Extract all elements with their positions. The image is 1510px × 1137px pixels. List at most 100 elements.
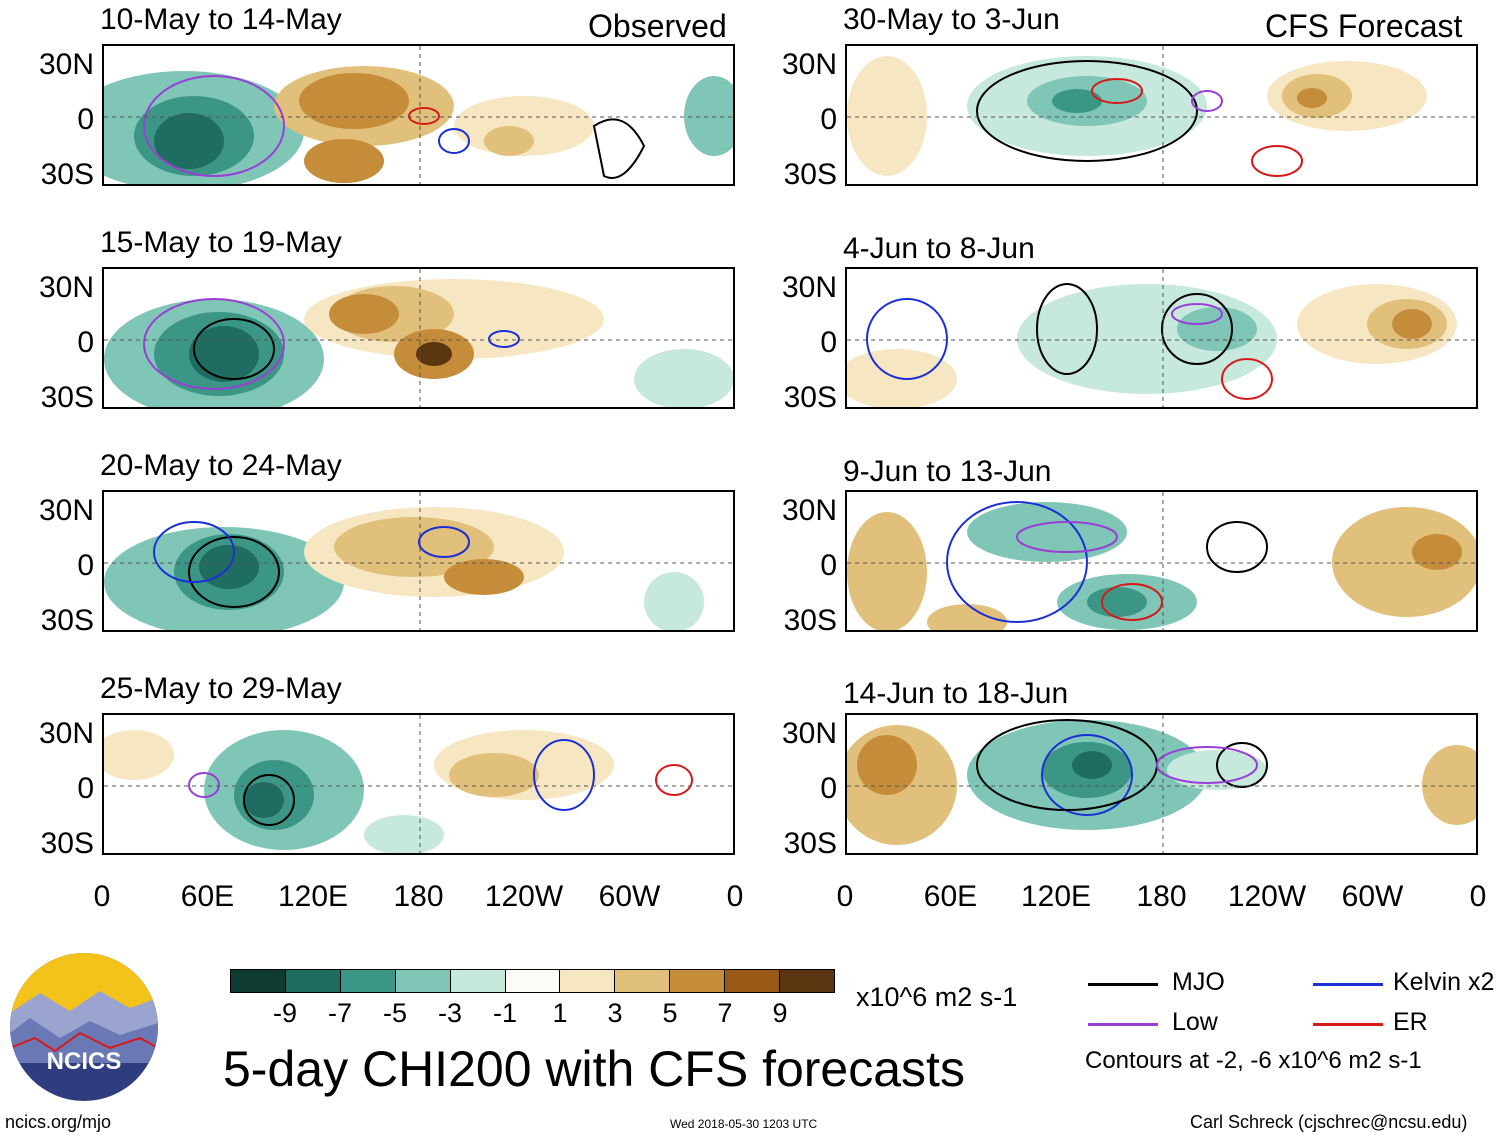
lat-label-fc-1-2: 30S (783, 158, 837, 191)
fc-lon-label-2: 120E (1020, 880, 1092, 913)
map-panel-fc-4 (845, 713, 1478, 855)
legend-mjo-line (1088, 983, 1158, 986)
map-fc-1 (847, 46, 1476, 184)
panel-title-fc-3: 9-Jun to 13-Jun (843, 455, 1052, 488)
lat-label-obs-1-1: 0 (77, 103, 94, 136)
lat-label-fc-1-0: 30N (781, 48, 837, 81)
map-panel-fc-2 (845, 267, 1478, 409)
lat-label-fc-4-0: 30N (781, 717, 837, 750)
lat-label-obs-4-1: 0 (77, 772, 94, 805)
lat-label-obs-1-2: 30S (40, 158, 94, 191)
lat-label-obs-3-2: 30S (40, 604, 94, 637)
legend-er-label: ER (1393, 1008, 1428, 1036)
colorbar-tick-5: 1 (552, 998, 568, 1028)
colorbar (230, 969, 835, 993)
colorbar-swatch-3 (395, 970, 451, 992)
map-fc-3 (847, 492, 1476, 630)
lat-label-obs-4-0: 30N (38, 717, 94, 750)
logo-text: NCICS (46, 1048, 122, 1075)
map-obs-2 (104, 269, 733, 407)
lat-label-obs-2-2: 30S (40, 381, 94, 414)
panel-title-obs-2: 15-May to 19-May (100, 226, 342, 259)
map-obs-1 (104, 46, 733, 184)
legend-low-line (1088, 1023, 1158, 1026)
panel-title-obs-4: 25-May to 29-May (100, 672, 342, 705)
colorbar-tick-2: -5 (382, 998, 408, 1028)
lat-label-obs-3-0: 30N (38, 494, 94, 527)
legend-kelvin-label: Kelvin x2 (1393, 968, 1495, 996)
lat-label-obs-1-0: 30N (38, 48, 94, 81)
fc-lon-label-1: 60E (923, 880, 978, 913)
map-panel-obs-2 (102, 267, 735, 409)
colorbar-tick-4: -1 (492, 998, 518, 1028)
main-title: 5-day CHI200 with CFS forecasts (223, 1041, 965, 1097)
colorbar-swatch-1 (285, 970, 341, 992)
colorbar-tick-6: 3 (607, 998, 623, 1028)
colorbar-tick-7: 5 (662, 998, 678, 1028)
map-panel-fc-1 (845, 44, 1478, 186)
legend-mjo-label: MJO (1172, 968, 1225, 996)
colorbar-tick-8: 7 (717, 998, 733, 1028)
colorbar-tick-0: -9 (272, 998, 298, 1028)
lat-label-obs-2-0: 30N (38, 271, 94, 304)
colorbar-tick-1: -7 (327, 998, 353, 1028)
legend-kelvin-line (1313, 983, 1383, 986)
fc-lon-label-4: 120W (1227, 880, 1307, 913)
lat-label-fc-2-1: 0 (820, 326, 837, 359)
lat-label-fc-4-1: 0 (820, 772, 837, 805)
obs-lon-label-4: 120W (484, 880, 564, 913)
panel-title-obs-1: 10-May to 14-May (100, 3, 342, 36)
footer-url[interactable]: ncics.org/mjo (5, 1112, 112, 1132)
fc-lon-label-3: 180 (1136, 880, 1187, 913)
lat-label-obs-3-1: 0 (77, 549, 94, 582)
contour-note: Contours at -2, -6 x10^6 m2 s-1 (1085, 1047, 1422, 1074)
colorbar-swatch-9 (725, 970, 781, 992)
obs-lon-label-1: 60E (180, 880, 235, 913)
ncics-logo: NCICS (10, 953, 158, 1101)
lat-label-fc-2-0: 30N (781, 271, 837, 304)
obs-lon-label-5: 60W (598, 880, 661, 913)
colorbar-swatch-0 (231, 970, 286, 992)
obs-lon-label-3: 180 (393, 880, 444, 913)
map-fc-2 (847, 269, 1476, 407)
map-panel-obs-1 (102, 44, 735, 186)
colorbar-units: x10^6 m2 s-1 (856, 982, 1018, 1012)
obs-lon-label-6: 0 (726, 880, 744, 913)
lat-label-fc-3-2: 30S (783, 604, 837, 637)
colorbar-swatch-8 (670, 970, 726, 992)
panel-title-fc-2: 4-Jun to 8-Jun (843, 232, 1035, 265)
obs-lon-label-2: 120E (277, 880, 349, 913)
fc-lon-label-0: 0 (836, 880, 854, 913)
footer-author: Carl Schreck (cjschrec@ncsu.edu) (1190, 1112, 1468, 1132)
fc-lon-label-5: 60W (1341, 880, 1404, 913)
map-fc-4 (847, 715, 1476, 853)
map-panel-obs-4 (102, 713, 735, 855)
lat-label-fc-2-2: 30S (783, 381, 837, 414)
colorbar-tick-3: -3 (437, 998, 463, 1028)
lat-label-fc-1-1: 0 (820, 103, 837, 136)
map-obs-4 (104, 715, 733, 853)
footer-timestamp: Wed 2018-05-30 1203 UTC (670, 1117, 818, 1131)
lat-label-obs-4-2: 30S (40, 827, 94, 860)
map-panel-obs-3 (102, 490, 735, 632)
lat-label-fc-3-1: 0 (820, 549, 837, 582)
lat-label-obs-2-1: 0 (77, 326, 94, 359)
fc-lon-label-6: 0 (1469, 880, 1487, 913)
observed-header: Observed (588, 8, 727, 44)
panel-title-obs-3: 20-May to 24-May (100, 449, 342, 482)
forecast-header: CFS Forecast (1265, 8, 1463, 44)
panel-title-fc-1: 30-May to 3-Jun (843, 3, 1060, 36)
colorbar-swatch-7 (615, 970, 671, 992)
colorbar-swatch-10 (780, 970, 834, 992)
colorbar-tick-9: 9 (772, 998, 788, 1028)
colorbar-swatch-5 (505, 970, 561, 992)
colorbar-swatch-2 (340, 970, 396, 992)
legend-low-label: Low (1172, 1008, 1218, 1036)
obs-lon-label-0: 0 (93, 880, 111, 913)
map-panel-fc-3 (845, 490, 1478, 632)
panel-title-fc-4: 14-Jun to 18-Jun (843, 677, 1069, 710)
legend-er-line (1313, 1023, 1383, 1026)
colorbar-swatch-4 (450, 970, 506, 992)
colorbar-swatch-6 (560, 970, 616, 992)
lat-label-fc-3-0: 30N (781, 494, 837, 527)
